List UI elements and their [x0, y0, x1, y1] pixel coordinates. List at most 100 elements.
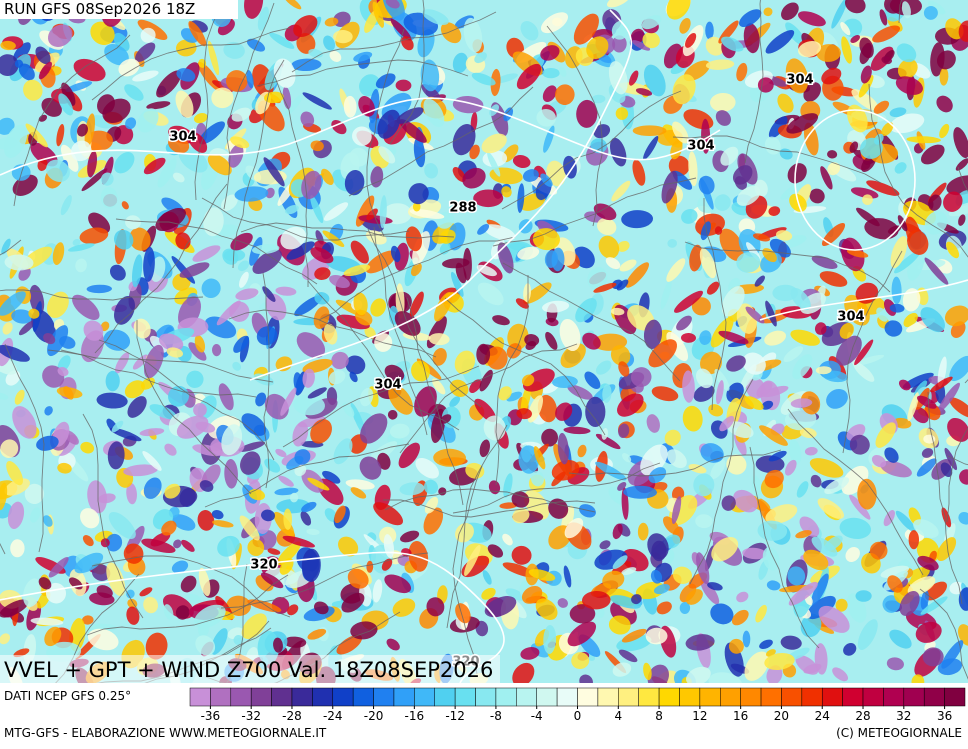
vvel-patch: [235, 288, 259, 301]
vvel-patch: [542, 85, 557, 102]
vvel-patch: [135, 42, 156, 62]
vvel-patch: [140, 27, 156, 43]
vvel-patch: [672, 74, 696, 105]
vvel-patch: [204, 316, 237, 339]
vvel-patch: [452, 95, 484, 114]
vvel-patch: [666, 549, 675, 564]
vvel-patch: [820, 166, 833, 190]
vvel-patch: [726, 382, 744, 403]
vvel-patch: [643, 662, 652, 681]
vvel-patch: [540, 12, 569, 34]
vvel-patch: [454, 350, 476, 375]
vvel-patch: [555, 402, 573, 421]
vvel-patch: [0, 40, 16, 51]
vvel-patch: [287, 604, 299, 616]
vvel-patch: [247, 538, 265, 557]
vvel-patch: [485, 346, 508, 370]
vvel-patch: [569, 604, 596, 624]
vvel-patch: [759, 639, 773, 650]
vvel-patch: [261, 509, 275, 522]
vvel-patch: [232, 361, 242, 371]
vvel-patch: [700, 221, 711, 241]
colorbar-cell: [271, 687, 293, 707]
vvel-patch: [265, 187, 275, 199]
vvel-patch: [61, 82, 76, 106]
vvel-patch: [795, 530, 812, 539]
vvel-patch: [455, 262, 467, 284]
vvel-patch: [118, 58, 140, 77]
vvel-patch: [417, 29, 435, 58]
vvel-patch: [924, 581, 948, 601]
vvel-patch: [710, 603, 734, 625]
vvel-patch: [323, 35, 336, 51]
vvel-patch: [819, 271, 848, 287]
vvel-patch: [275, 448, 287, 458]
vvel-patch: [233, 335, 249, 353]
vvel-patch: [82, 615, 94, 625]
vvel-patch: [349, 371, 358, 383]
vvel-patch: [0, 633, 11, 645]
vvel-patch: [780, 180, 807, 200]
vvel-patch: [631, 40, 651, 51]
vvel-patch: [323, 202, 349, 221]
vvel-patch: [289, 492, 299, 503]
vvel-patch: [384, 364, 405, 382]
vvel-patch: [300, 511, 312, 526]
vvel-patch: [75, 258, 87, 273]
vvel-patch: [47, 325, 69, 357]
vvel-patch: [239, 271, 249, 288]
vvel-patch: [77, 123, 88, 137]
vvel-patch: [700, 443, 724, 463]
streamline: [291, 11, 497, 73]
vvel-patch: [907, 392, 919, 422]
vvel-patch: [502, 533, 513, 546]
vvel-patch: [247, 599, 282, 613]
vvel-patch: [839, 517, 872, 540]
vvel-patch: [124, 84, 144, 101]
vvel-patch: [359, 387, 374, 407]
vvel-patch: [917, 555, 939, 571]
colorbar-tick-label: -32: [241, 709, 261, 723]
vvel-patch: [226, 595, 251, 616]
vvel-patch: [743, 23, 760, 54]
vvel-patch: [726, 454, 747, 475]
vvel-patch: [739, 9, 762, 27]
colorbar-cell: [516, 687, 537, 707]
vvel-patch: [59, 335, 76, 349]
vvel-patch: [353, 292, 368, 316]
vvel-patch: [853, 361, 875, 382]
vvel-patch: [498, 386, 512, 401]
contour-line: [0, 551, 505, 683]
vvel-patch: [606, 0, 631, 8]
colorbar-cell: [495, 687, 517, 707]
vvel-patch: [930, 376, 953, 393]
vvel-patch: [366, 208, 378, 221]
vvel-patch: [595, 360, 612, 375]
vvel-patch: [115, 352, 130, 374]
vvel-patch: [768, 206, 781, 216]
vvel-patch: [563, 565, 572, 588]
vvel-patch: [123, 464, 158, 477]
vvel-patch: [958, 587, 968, 611]
vvel-patch: [685, 32, 697, 48]
vvel-patch: [108, 511, 136, 540]
vvel-patch: [763, 7, 773, 17]
vvel-patch: [126, 606, 140, 625]
vvel-patch: [907, 229, 929, 255]
vvel-patch: [0, 344, 30, 362]
vvel-patch: [610, 307, 625, 316]
vvel-patch: [881, 56, 892, 65]
vvel-patch: [286, 241, 315, 260]
vvel-patch: [342, 402, 355, 418]
vvel-patch: [0, 439, 19, 459]
vvel-patch: [194, 335, 206, 353]
colorbar-tick-label: 28: [855, 709, 870, 723]
vvel-patch: [378, 146, 396, 164]
vvel-patch: [911, 674, 925, 683]
vvel-patch: [447, 222, 466, 251]
colorbar-tick-label: 16: [733, 709, 748, 723]
vvel-patch: [907, 576, 936, 596]
vvel-patch: [221, 194, 238, 211]
vvel-patch: [621, 628, 647, 643]
run-box: [0, 0, 238, 19]
